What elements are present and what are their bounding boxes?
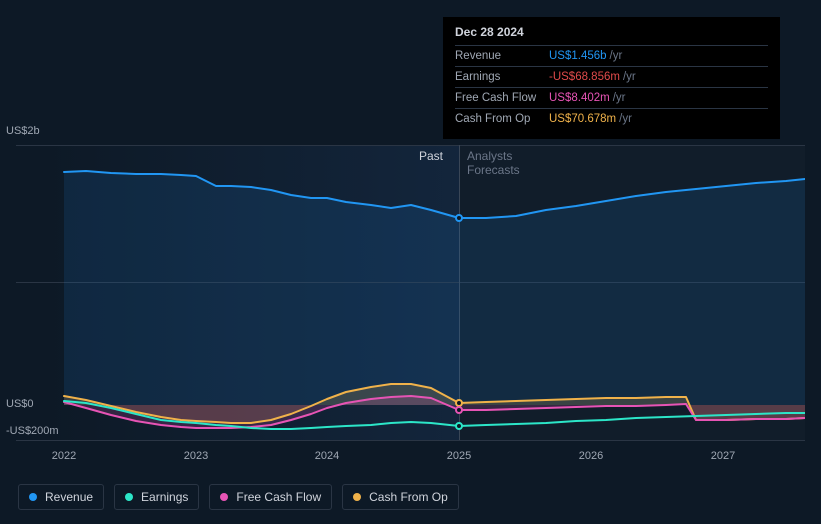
- tooltip-metric-value: US$8.402m: [549, 92, 610, 104]
- legend-label: Earnings: [141, 490, 188, 504]
- x-axis-label: 2025: [447, 450, 471, 462]
- legend-dot-icon: [29, 493, 37, 501]
- tooltip-metric-suffix: /yr: [613, 92, 626, 104]
- legend-dot-icon: [125, 493, 133, 501]
- tooltip-metric-label: Free Cash Flow: [455, 92, 549, 104]
- tooltip-panel: Dec 28 2024 RevenueUS$1.456b/yrEarnings-…: [443, 17, 780, 139]
- y-axis-label: -US$200m: [6, 425, 59, 437]
- current-point-marker: [455, 214, 463, 222]
- legend-item[interactable]: Free Cash Flow: [209, 484, 332, 510]
- x-axis-label: 2022: [52, 450, 76, 462]
- legend-label: Revenue: [45, 490, 93, 504]
- tooltip-metric-label: Cash From Op: [455, 113, 549, 125]
- tooltip-row: Earnings-US$68.856m/yr: [455, 66, 768, 87]
- tooltip-row: Cash From OpUS$70.678m/yr: [455, 108, 768, 129]
- legend-label: Free Cash Flow: [236, 490, 321, 504]
- x-axis-label: 2023: [184, 450, 208, 462]
- tooltip-metric-suffix: /yr: [619, 113, 632, 125]
- legend-item[interactable]: Earnings: [114, 484, 199, 510]
- legend-item[interactable]: Cash From Op: [342, 484, 459, 510]
- tooltip-date: Dec 28 2024: [455, 25, 768, 45]
- tooltip-metric-label: Revenue: [455, 50, 549, 62]
- x-axis-labels: 2022 2023 2024 2025 2026 2027: [0, 450, 821, 466]
- tooltip-row: RevenueUS$1.456b/yr: [455, 45, 768, 66]
- legend: Revenue Earnings Free Cash Flow Cash From O…: [18, 484, 459, 510]
- legend-dot-icon: [353, 493, 361, 501]
- tooltip-metric-suffix: /yr: [610, 50, 623, 62]
- tooltip-metric-suffix: /yr: [623, 71, 636, 83]
- current-point-marker: [455, 422, 463, 430]
- x-axis-label: 2024: [315, 450, 339, 462]
- y-axis-label: US$2b: [6, 125, 40, 137]
- x-axis-label: 2027: [711, 450, 735, 462]
- tooltip-metric-label: Earnings: [455, 71, 549, 83]
- legend-label: Cash From Op: [369, 490, 448, 504]
- tooltip-metric-value: US$70.678m: [549, 113, 616, 125]
- current-point-marker: [455, 406, 463, 414]
- y-axis-label: US$0: [6, 398, 34, 410]
- legend-item[interactable]: Revenue: [18, 484, 104, 510]
- tooltip-row: Free Cash FlowUS$8.402m/yr: [455, 87, 768, 108]
- tooltip-metric-value: -US$68.856m: [549, 71, 620, 83]
- tooltip-metric-value: US$1.456b: [549, 50, 607, 62]
- x-axis-label: 2026: [579, 450, 603, 462]
- legend-dot-icon: [220, 493, 228, 501]
